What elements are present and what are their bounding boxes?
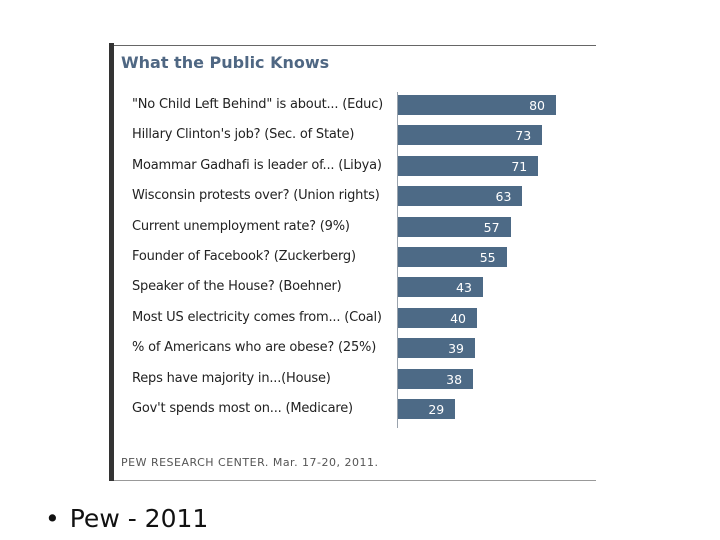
bar xyxy=(398,125,543,146)
bar xyxy=(398,307,477,328)
category-label: Hillary Clinton's job? (Sec. of State) xyxy=(132,127,355,143)
category-label: Wisconsin protests over? (Union rights) xyxy=(132,188,380,204)
bar-value-label: 40 xyxy=(450,310,466,326)
bullet-text: Pew - 2011 xyxy=(69,504,209,533)
source-note: PEW RESEARCH CENTER. Mar. 17-20, 2011. xyxy=(121,456,379,469)
bullet-glyph: • xyxy=(45,504,60,533)
bar-value-label: 39 xyxy=(448,341,465,357)
bar-value-label: 43 xyxy=(456,280,472,296)
category-label: Founder of Facebook? (Zuckerberg) xyxy=(132,249,356,264)
bar-value-label: 57 xyxy=(483,219,500,235)
category-label: Speaker of the House? (Boehner) xyxy=(132,279,342,295)
chart-title: What the Public Knows xyxy=(121,53,330,72)
bar xyxy=(398,399,456,419)
category-label: Current unemployment rate? (9%) xyxy=(132,218,350,234)
bar-value-label: 73 xyxy=(515,128,532,144)
bar xyxy=(398,155,539,176)
category-label: Gov't spends most on... (Medicare) xyxy=(132,401,353,416)
bar-value-label: 80 xyxy=(529,98,545,113)
bar-value-label: 29 xyxy=(428,402,445,417)
bar xyxy=(398,247,507,267)
bar-value-label: 55 xyxy=(479,250,496,265)
bar xyxy=(398,95,556,115)
category-label: Reps have majority in...(House) xyxy=(132,370,331,386)
bar xyxy=(398,368,474,389)
bar xyxy=(398,216,511,237)
bar xyxy=(398,338,476,359)
category-label: Most US electricity comes from... (Coal) xyxy=(132,309,382,325)
bar xyxy=(398,186,523,207)
category-label: % of Americans who are obese? (25%) xyxy=(132,340,377,356)
category-label: "No Child Left Behind" is about... (Educ… xyxy=(132,97,384,112)
bar-value-label: 71 xyxy=(511,158,528,174)
bar xyxy=(398,277,483,298)
chart-left-border xyxy=(109,43,114,481)
bar-value-label: 63 xyxy=(495,189,512,205)
bar-value-label: 38 xyxy=(446,371,463,387)
category-label: Moammar Gadhafi is leader of... (Libya) xyxy=(132,157,382,173)
bullet-item: • Pew - 2011 xyxy=(45,504,208,533)
